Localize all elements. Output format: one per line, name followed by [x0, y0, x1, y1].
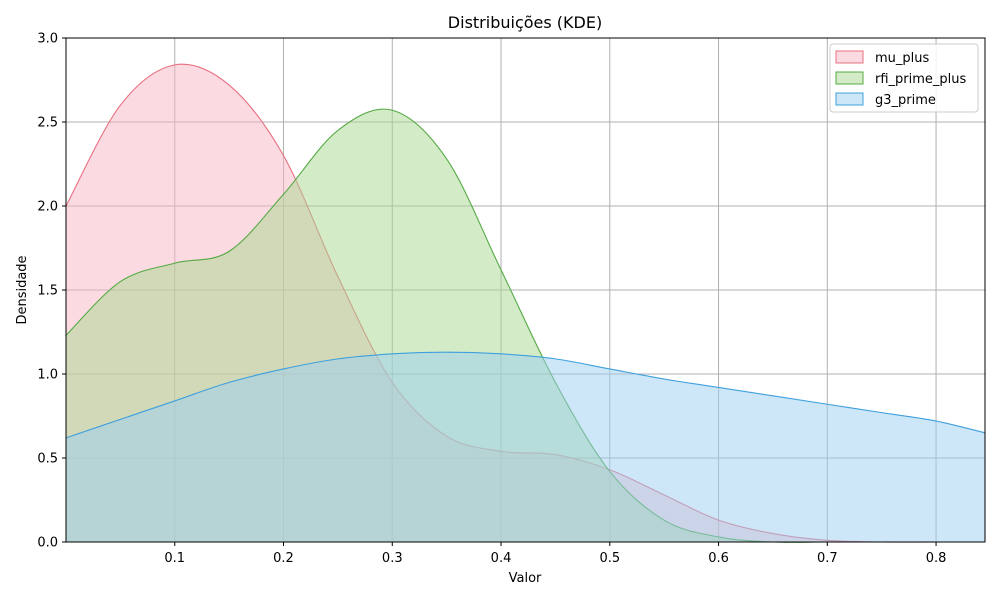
x-axis-label: Valor — [509, 571, 542, 586]
x-tick-label: 0.7 — [817, 551, 838, 566]
legend-swatch-mu_plus — [835, 50, 864, 64]
series-areas — [65, 63, 986, 543]
y-tick-label: 3.0 — [37, 32, 58, 47]
y-tick-label: 0.0 — [37, 536, 58, 551]
y-tick-label: 0.5 — [37, 452, 58, 467]
legend-label-rfi_prime_plus: rfi_prime_plus — [875, 72, 967, 87]
legend-label-g3_prime: g3_prime — [875, 93, 936, 108]
y-tick-label: 1.0 — [37, 368, 58, 383]
legend-swatch-rfi_prime_plus — [835, 71, 864, 85]
x-tick-label: 0.3 — [382, 551, 403, 566]
y-tick-label: 2.0 — [37, 200, 58, 215]
legend-swatch-g3_prime — [835, 92, 864, 106]
x-tick-label: 0.2 — [273, 551, 294, 566]
y-tick-label: 2.5 — [37, 116, 58, 131]
y-axis-label: Densidade — [15, 255, 30, 324]
x-tick-label: 0.1 — [164, 551, 185, 566]
legend: mu_plus rfi_prime_plus g3_prime — [829, 43, 979, 113]
x-tick-label: 0.4 — [491, 551, 512, 566]
x-tick-label: 0.6 — [708, 551, 729, 566]
axes: 0.1 0.2 0.3 0.4 0.5 0.6 0.7 0.8 0.0 0.5 1.0 1.5 2.0 2… — [37, 32, 986, 566]
x-tick-label: 0.5 — [599, 551, 620, 566]
legend-label-mu_plus: mu_plus — [875, 51, 930, 66]
line-g3_prime — [65, 351, 986, 439]
area-g3_prime — [66, 352, 985, 542]
chart-title: Distribuições (KDE) — [448, 13, 602, 32]
plot-frame — [65, 37, 986, 543]
y-tick-label: 1.5 — [37, 284, 58, 299]
x-tick-label: 0.8 — [926, 551, 947, 566]
legend-box — [829, 43, 979, 113]
